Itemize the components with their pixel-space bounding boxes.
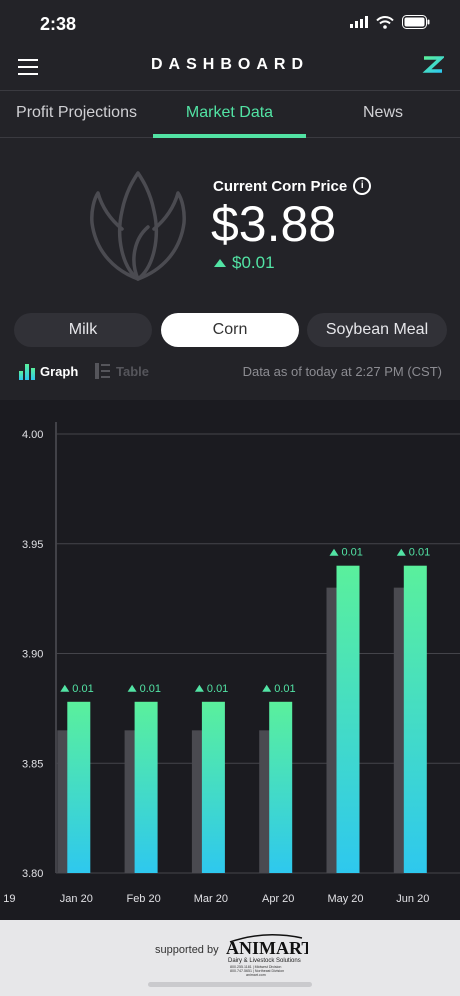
commodity-milk-button[interactable]: Milk xyxy=(14,313,152,347)
shadow-bar xyxy=(259,730,272,873)
bar xyxy=(336,565,360,873)
x-tick-label: May 20 xyxy=(327,893,363,905)
tab-profit-projections[interactable]: Profit Projections xyxy=(16,104,137,121)
price-chart-area: 4.00 3.95 3.90 3.85 3.80 Dec 19 0.01 Jan 20 0.01… xyxy=(0,400,460,920)
y-tick-label: 3.85 xyxy=(22,758,43,770)
shadow-bar xyxy=(393,587,406,873)
data-label-arrow-icon xyxy=(60,684,70,692)
price-label-row: Current Corn Price i xyxy=(213,177,372,195)
tab-active-indicator xyxy=(153,134,306,138)
app-header: DASHBOARD xyxy=(0,48,460,90)
data-label: 0.01 xyxy=(409,547,430,559)
shadow-bar xyxy=(191,730,204,873)
data-label-arrow-icon xyxy=(396,548,406,556)
shadow-bar xyxy=(124,730,137,873)
price-label: Current Corn Price xyxy=(213,177,348,195)
data-label: 0.01 xyxy=(274,683,295,695)
x-tick-label: Dec 19 xyxy=(0,893,15,905)
bar xyxy=(201,701,225,873)
x-tick-label: Apr 20 xyxy=(262,893,294,905)
data-label-arrow-icon xyxy=(329,548,339,556)
graph-view-label: Graph xyxy=(40,363,79,379)
page-title: DASHBOARD xyxy=(151,56,309,73)
shadow-bar xyxy=(326,587,339,873)
y-tick-label: 4.00 xyxy=(22,429,43,441)
corn-icon xyxy=(90,171,186,281)
data-label: 0.01 xyxy=(72,683,93,695)
table-view-label: Table xyxy=(116,363,149,379)
svg-text:800.747.5651 | Northeast Divis: 800.747.5651 | Northeast Division xyxy=(230,969,284,973)
bar-chart-icon xyxy=(19,364,35,380)
supported-by-label: supported by xyxy=(155,944,219,956)
price-summary: Current Corn Price i $3.88 $0.01 xyxy=(0,137,460,302)
commodity-corn-button[interactable]: Corn xyxy=(161,313,299,347)
svg-text:ANIMART: ANIMART xyxy=(226,938,308,958)
bar xyxy=(403,565,427,873)
shadow-bar xyxy=(57,730,70,873)
svg-text:Dairy & Livestock Solutions: Dairy & Livestock Solutions xyxy=(228,958,301,964)
data-timestamp: Data as of today at 2:27 PM (CST) xyxy=(242,364,442,379)
table-icon xyxy=(95,363,110,379)
data-label: 0.01 xyxy=(140,683,161,695)
graph-view-button[interactable]: Graph xyxy=(18,362,78,380)
battery-icon xyxy=(402,15,430,29)
hamburger-menu-icon[interactable] xyxy=(18,58,40,76)
status-bar: 2:38 xyxy=(0,0,460,48)
data-label-arrow-icon xyxy=(127,684,137,692)
y-tick-label: 3.95 xyxy=(22,539,43,551)
price-bar-chart: 4.00 3.95 3.90 3.85 3.80 Dec 19 0.01 Jan 20 0.01… xyxy=(0,422,460,905)
svg-text:800.255.1181 | Midwest Divisio: 800.255.1181 | Midwest Division xyxy=(230,965,281,969)
status-icons xyxy=(350,15,430,29)
tab-market-data[interactable]: Market Data xyxy=(185,104,274,121)
wifi-icon xyxy=(376,15,394,29)
price-value: $3.88 xyxy=(211,196,337,252)
y-tick-label: 3.90 xyxy=(22,649,43,661)
price-change: $0.01 xyxy=(214,253,275,273)
svg-text:animart.com: animart.com xyxy=(246,973,266,977)
status-time: 2:38 xyxy=(40,14,77,34)
signal-icon xyxy=(350,16,368,28)
commodity-soybean-meal-button[interactable]: Soybean Meal xyxy=(307,313,447,347)
data-label-arrow-icon xyxy=(262,684,272,692)
info-icon[interactable]: i xyxy=(353,177,372,195)
tab-bar: Profit Projections Market Data News xyxy=(0,90,460,138)
table-view-button[interactable]: Table xyxy=(94,362,149,380)
app-logo-icon[interactable] xyxy=(422,54,444,76)
sponsor-footer: supported by ANIMART Dairy & Livestock S… xyxy=(0,920,460,996)
data-label: 0.01 xyxy=(207,683,228,695)
data-label: 0.01 xyxy=(342,547,363,559)
arrow-up-icon xyxy=(214,259,226,267)
tab-news[interactable]: News xyxy=(362,104,403,121)
home-indicator xyxy=(148,982,312,987)
x-tick-label: Jun 20 xyxy=(396,893,429,905)
view-toggle-row: Graph Table Data as of today at 2:27 PM … xyxy=(0,358,460,388)
bar xyxy=(269,701,293,873)
bar xyxy=(67,701,91,873)
price-change-value: $0.01 xyxy=(232,253,275,272)
x-tick-label: Mar 20 xyxy=(194,893,228,905)
y-tick-label: 3.80 xyxy=(22,868,43,880)
x-tick-label: Jan 20 xyxy=(60,893,93,905)
commodity-selector: Milk Corn Soybean Meal xyxy=(0,313,460,347)
x-tick-label: Feb 20 xyxy=(126,893,160,905)
data-label-arrow-icon xyxy=(194,684,204,692)
animart-logo[interactable]: ANIMART Dairy & Livestock Solutions 800.… xyxy=(224,928,308,978)
bar xyxy=(134,701,158,873)
